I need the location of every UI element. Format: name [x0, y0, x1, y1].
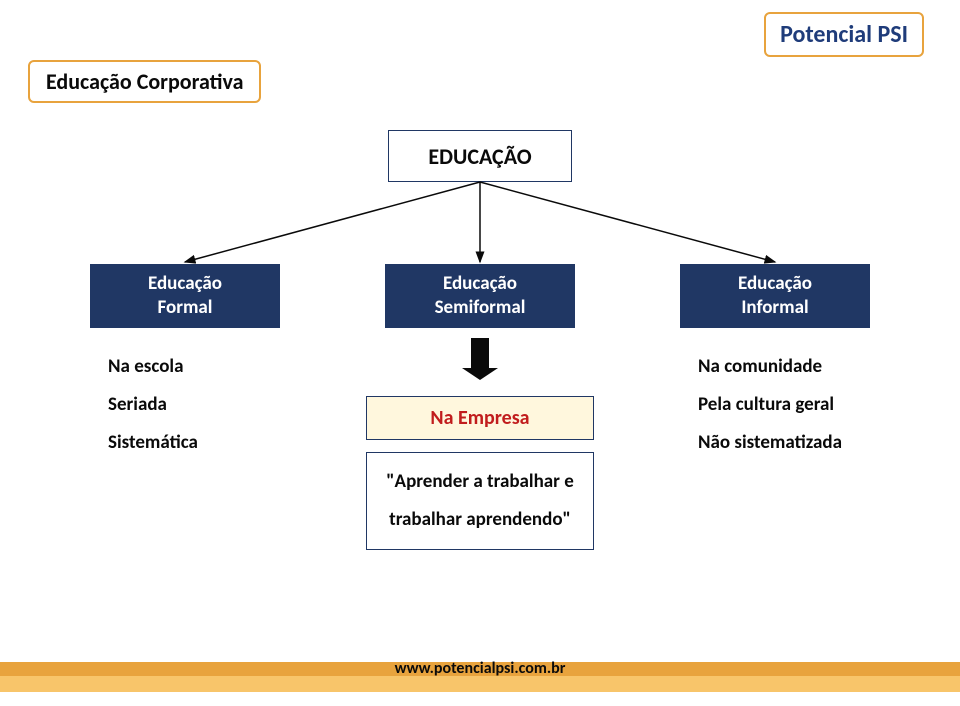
list-item: Seriada: [108, 386, 198, 424]
na-empresa-box: Na Empresa: [366, 396, 594, 440]
list-item: Na comunidade: [698, 348, 842, 386]
list-item: Pela cultura geral: [698, 386, 842, 424]
footer-bar-bottom: [0, 676, 960, 692]
branch-line2: Formal: [158, 296, 213, 320]
branch-informal: Educação Informal: [680, 264, 870, 328]
list-item: Na escola: [108, 348, 198, 386]
branch-line2: Semiformal: [435, 296, 526, 320]
footer-link[interactable]: www.potencialpsi.com.br: [0, 659, 960, 678]
list-item: Não sistematizada: [698, 424, 842, 462]
quote-box: "Aprender a trabalhar e trabalhar aprend…: [366, 452, 594, 550]
list-item: Sistemática: [108, 424, 198, 462]
branch-line1: Educação: [148, 272, 222, 296]
quote-line2: trabalhar aprendendo": [389, 501, 571, 539]
quote-line1: "Aprender a trabalhar e: [386, 463, 574, 501]
informal-list: Na comunidade Pela cultura geral Não sis…: [698, 348, 842, 462]
formal-list: Na escola Seriada Sistemática: [108, 348, 198, 462]
root-box: EDUCAÇÃO: [388, 130, 572, 182]
branch-line2: Informal: [741, 296, 808, 320]
branch-semiformal: Educação Semiformal: [385, 264, 575, 328]
topic-badge: Educação Corporativa: [28, 60, 261, 103]
branch-line1: Educação: [738, 272, 812, 296]
branch-line1: Educação: [443, 272, 517, 296]
brand-badge: Potencial PSI: [764, 12, 924, 57]
branch-formal: Educação Formal: [90, 264, 280, 328]
